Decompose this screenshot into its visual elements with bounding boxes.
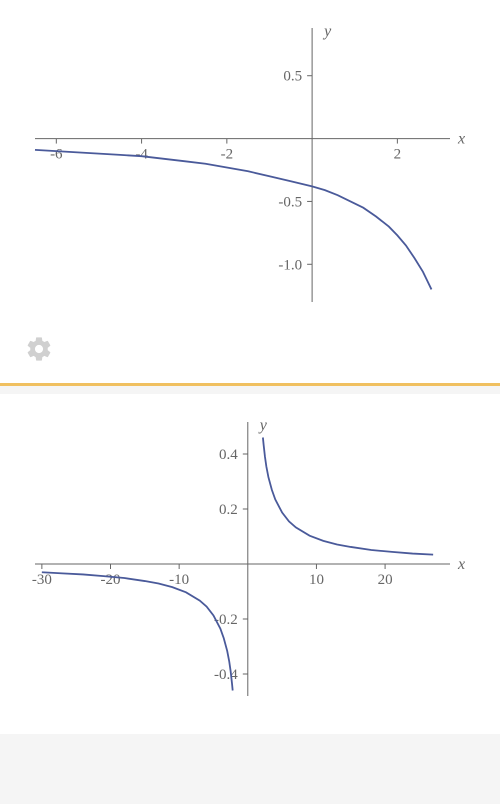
curve bbox=[42, 572, 233, 690]
x-axis-label: x bbox=[457, 131, 465, 148]
x-tick-label: 20 bbox=[378, 572, 393, 588]
x-tick-label: -20 bbox=[101, 572, 121, 588]
curve bbox=[35, 150, 431, 290]
x-tick-label: -10 bbox=[169, 572, 189, 588]
settings-icon bbox=[25, 335, 53, 363]
gear-icon[interactable] bbox=[25, 335, 475, 363]
y-tick-label: 0.5 bbox=[283, 69, 302, 85]
y-axis-label: y bbox=[258, 417, 268, 434]
panel-divider bbox=[0, 383, 500, 394]
y-tick-label: -0.5 bbox=[278, 194, 302, 210]
y-tick-label: -0.2 bbox=[214, 612, 238, 628]
x-tick-label: 2 bbox=[394, 147, 402, 163]
chart-2-svg: -30 -20 -10 10 20 0.4 0.2 -0.2 -0.4 x y bbox=[25, 414, 465, 714]
x-tick-label: -2 bbox=[221, 147, 234, 163]
x-tick-label: 10 bbox=[309, 572, 324, 588]
x-tick-label: -4 bbox=[135, 147, 148, 163]
chart-1-svg: -6 -4 -2 2 0.5 -0.5 -1.0 x y bbox=[25, 20, 465, 320]
chart-panel-1: -6 -4 -2 2 0.5 -0.5 -1.0 x y bbox=[0, 0, 500, 383]
y-tick-label: -0.4 bbox=[214, 667, 238, 683]
x-axis-label: x bbox=[457, 556, 465, 573]
y-tick-label: 0.2 bbox=[219, 502, 238, 518]
chart-1: -6 -4 -2 2 0.5 -0.5 -1.0 x y bbox=[25, 20, 475, 320]
y-axis-label: y bbox=[322, 23, 332, 40]
curve bbox=[263, 438, 433, 555]
chart-2: -30 -20 -10 10 20 0.4 0.2 -0.2 -0.4 x y bbox=[25, 414, 475, 714]
y-tick-label: 0.4 bbox=[219, 447, 238, 463]
y-tick-label: -1.0 bbox=[278, 257, 302, 273]
x-tick-label: -6 bbox=[50, 147, 63, 163]
chart-panel-2: -30 -20 -10 10 20 0.4 0.2 -0.2 -0.4 x y bbox=[0, 394, 500, 734]
x-tick-label: -30 bbox=[32, 572, 52, 588]
